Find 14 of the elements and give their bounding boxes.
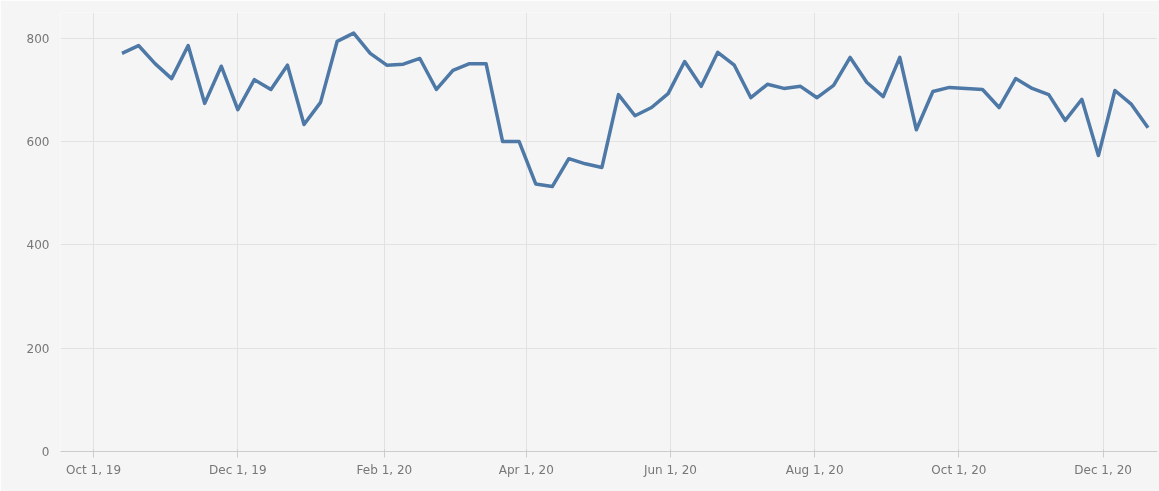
x-tick-label: Aug 1, 20 — [785, 462, 844, 477]
y-tick-label: 800 — [26, 31, 50, 46]
x-tick-label: Dec 1, 20 — [1074, 462, 1132, 477]
y-tick-label: 600 — [26, 135, 50, 150]
line-series — [120, 31, 1150, 189]
y-tick-label: 0 — [41, 445, 50, 459]
x-tick-label: Jun 1, 20 — [642, 462, 698, 477]
x-tick-label: Oct 1, 19 — [66, 462, 122, 477]
x-tick-label: Oct 1, 20 — [931, 462, 987, 477]
x-tick-label: Apr 1, 20 — [498, 462, 554, 477]
x-tick-label: Feb 1, 20 — [356, 462, 413, 477]
y-tick-label: 400 — [26, 238, 50, 253]
y-tick-label: 200 — [26, 341, 50, 356]
x-tick-label: Dec 1, 19 — [209, 462, 267, 477]
